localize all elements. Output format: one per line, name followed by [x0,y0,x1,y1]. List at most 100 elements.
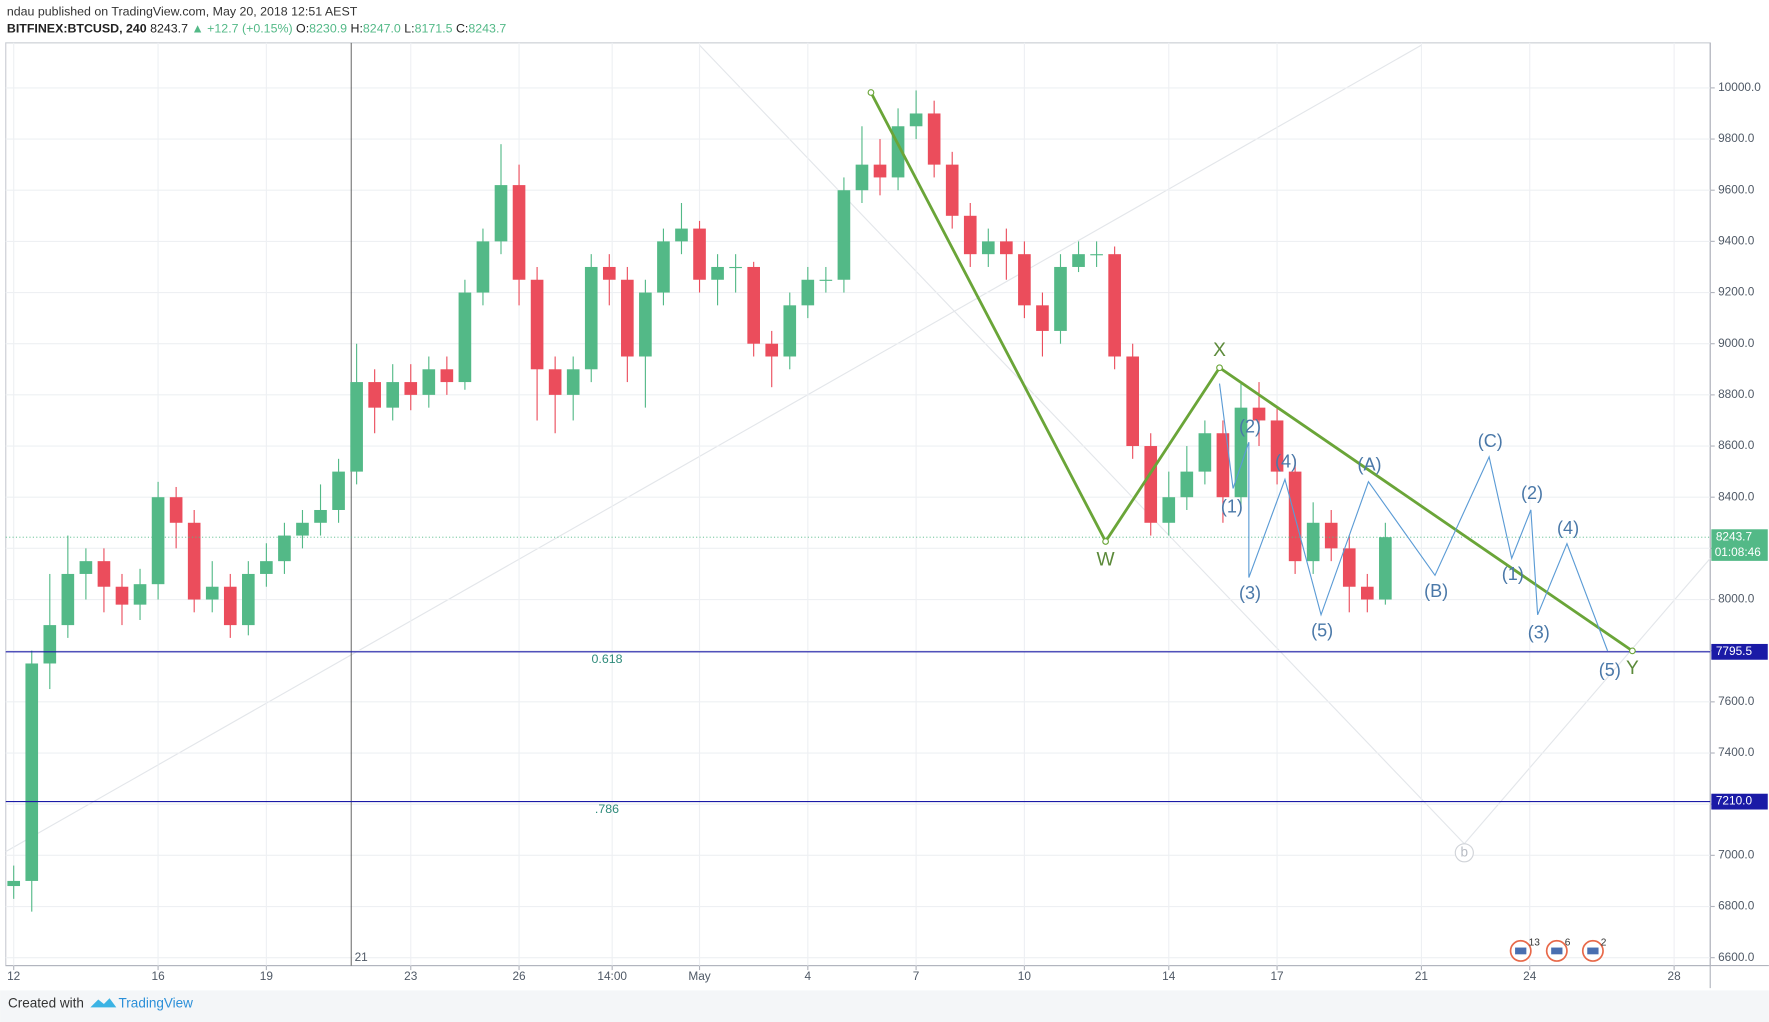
wave-label: X [1213,340,1226,361]
header-text: C: [456,22,468,36]
y-tick-label: 10000.0 [1718,80,1761,94]
candle-body [765,343,779,357]
header-text: L: [404,22,414,36]
header-text: 8171.5 [415,22,453,36]
price-tag-label: 7795.5 [1716,644,1753,658]
candle-body [1144,446,1158,523]
candle-body [963,215,977,255]
header-text: 8230.9 [309,22,347,36]
candle-body [350,382,363,472]
candle-body [476,241,490,293]
candle-body [187,522,201,600]
candle-body [1306,522,1320,562]
x-tick-label: 7 [913,969,920,983]
y-tick-label: 8800.0 [1718,387,1755,401]
candle-body [747,266,760,344]
event-flag [1515,947,1527,955]
x-tick-label: 14:00 [597,969,627,983]
event-count: 6 [1565,938,1571,949]
price-tag [1711,793,1768,810]
header-text: H: [351,22,363,36]
price-tag [1711,643,1768,660]
header-text: 8243.7 [468,22,506,36]
candle-body [530,279,544,370]
candle-body [1324,522,1338,549]
x-tick-label: 23 [404,969,418,983]
candle-body [675,228,688,242]
y-tick-label: 8600.0 [1718,438,1755,452]
candle-body [711,266,724,280]
wave-label: (4) [1557,518,1579,538]
y-tick-label: 9400.0 [1718,234,1755,248]
candle-body [151,497,165,585]
candle-body [1018,254,1031,306]
x-tick-label: 21 [1415,969,1428,983]
candle-body [260,561,273,574]
candle-body [855,164,869,191]
y-tick-label: 9800.0 [1718,131,1755,145]
candle-body [404,382,418,395]
candle-body [1198,433,1212,472]
x-tick-label: 14 [1162,969,1176,983]
price-tag [1711,529,1768,561]
event-flag [1587,947,1599,955]
header-text: ▲ [191,22,203,36]
price-countdown: 01:08:46 [1715,545,1761,559]
wave-anchor [1216,364,1223,372]
wave-label: (A) [1358,455,1382,475]
candle-body [1270,420,1284,472]
header-text: 8247.0 [363,22,401,36]
candle-body [296,522,309,536]
candle-body [512,185,526,280]
candle-body [981,241,995,255]
candle-body [801,279,815,306]
candle-body [819,279,833,281]
y-tick-label: 9000.0 [1718,336,1755,350]
candle-body [1126,356,1139,447]
candle-body [1072,254,1085,267]
wave-wxy [869,91,1634,653]
candle-body [314,509,327,523]
candle-body [1379,537,1392,600]
x-tick-label: 28 [1668,969,1682,983]
candle-body [1360,586,1374,600]
candle-body [1180,471,1194,498]
brand-logo [90,998,117,1008]
candle-body [7,880,21,887]
y-tick-label: 8400.0 [1718,489,1755,503]
x-tick-label: 10 [1018,969,1032,983]
candle-body [223,586,237,626]
y-tick-label: 9200.0 [1718,285,1755,299]
crosshair-label: 21 [355,950,368,964]
wave-label: (2) [1521,483,1543,503]
drawings: 8243.7 01:08:46 7795.5 0.618 7210.0 .786 W X Y (1… [5,89,1768,962]
candle-body [1162,497,1176,523]
candle-body [278,535,291,562]
fib-label: .786 [595,802,619,816]
candle-body [693,228,706,280]
candle-body [133,584,147,605]
candle-body [909,113,923,127]
publisher: ndau published on TradingView.com, May 2… [7,5,358,19]
footer-brand[interactable]: TradingView [119,996,194,1011]
candle-body [368,382,381,408]
candle-body [242,573,255,626]
candles [7,90,1392,912]
candle-body [1090,254,1103,256]
wave-marker [1454,843,1474,863]
candle-body [584,266,598,370]
candle-body [927,113,941,165]
candle-body [458,292,472,383]
candle-body [115,586,129,605]
y-tick-label: 8000.0 [1718,592,1755,606]
header-text: O: [296,22,309,36]
wave-label: (4) [1275,451,1297,471]
candle-body [386,382,400,408]
y-tick-label: 6800.0 [1718,899,1755,913]
event-flag [1551,947,1563,955]
wave-label: Y [1626,658,1639,679]
candle-body [873,164,887,178]
x-tick-label: 19 [260,969,274,983]
